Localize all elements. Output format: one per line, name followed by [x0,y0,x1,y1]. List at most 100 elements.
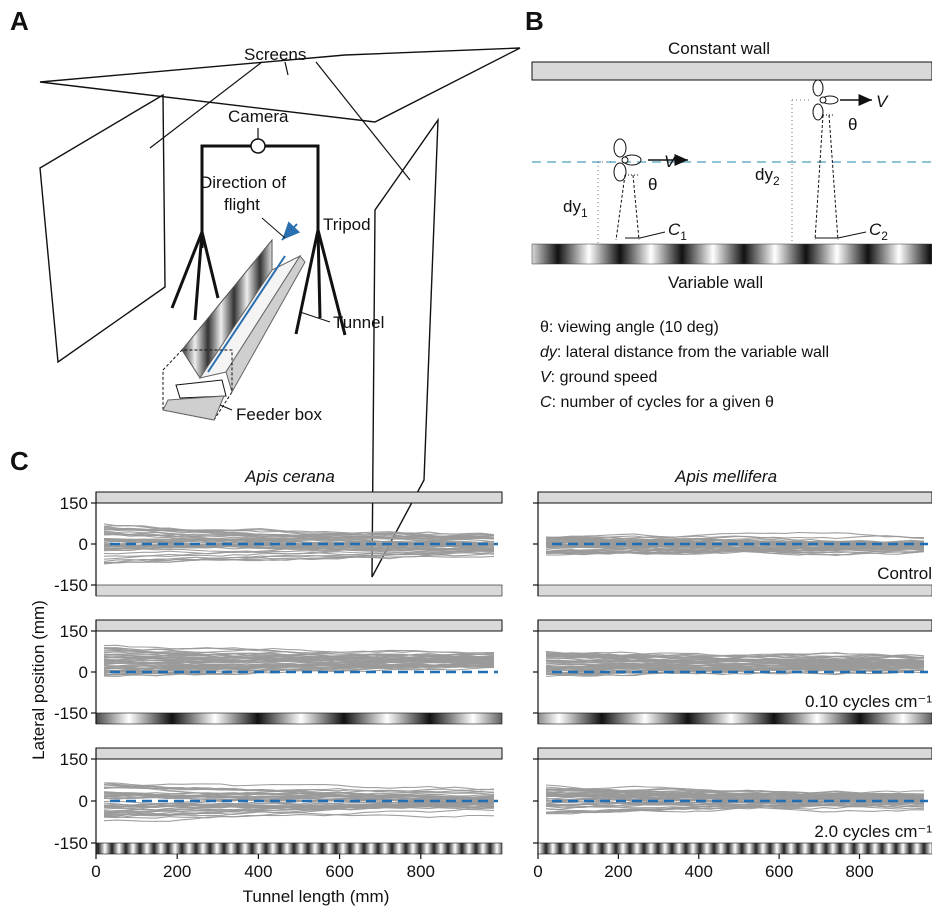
trajectory-line [545,547,925,554]
y-tick-label: -150 [54,834,88,853]
trajectory-line [103,551,495,564]
trajectory-line [103,648,495,659]
trajectory-line [545,652,925,657]
trajectory-line [103,784,495,797]
y-tick-label: 0 [79,792,88,811]
legend-v: V: ground speed [540,369,657,386]
feeder-box-outline [162,349,233,421]
y-tick-label: 150 [60,750,88,769]
panel-c: C Apis cerana Apis mellifera Lateral pos… [10,446,932,906]
y-tick-label: 150 [60,622,88,641]
species-right-title: Apis mellifera [674,467,777,486]
x-tick-label: 0 [533,862,542,881]
x-tick-label: 800 [845,862,873,881]
feeder-box [162,395,225,421]
bee-1-theta: θ [648,175,657,194]
constant-wall-label: Constant wall [668,39,770,58]
panel-b: B Constant wall V θ C1 dy1 V [525,6,932,411]
trajectory-line [103,798,495,815]
trajectory-line [103,647,495,660]
trajectory-line [103,650,495,657]
constant-wall-bar [95,747,503,760]
bee-2-icon [812,79,839,121]
constant-wall-bar [95,491,503,504]
x-tick-label: 200 [604,862,632,881]
tunnel-label: Tunnel [333,313,384,332]
constant-wall-bar [537,747,932,760]
constant-wall-bar [537,491,932,504]
trajectory-line [103,538,495,548]
trajectory-line [545,660,925,671]
camera-label: Camera [228,107,289,126]
bee-2-speed: V [876,92,889,111]
direction-label-1: Direction of [200,173,286,192]
trajectory-line [103,664,495,677]
x-tick-label: 600 [325,862,353,881]
c2-label: C2 [869,220,888,243]
legend-c: C: number of cycles for a given θ [540,394,774,411]
variable-wall-bar [95,584,503,597]
trajectory-line [545,792,925,798]
x-axis-label: Tunnel length (mm) [243,887,390,906]
y-tick-label: 0 [79,663,88,682]
flight-path-line [207,255,286,373]
top-screen [39,47,521,123]
condition-label: Control [877,564,932,583]
trajectory-line [545,531,925,539]
trajectory-line [545,651,925,665]
y-tick-label: 0 [79,535,88,554]
trajectory-line [545,803,925,809]
trajectory-line [545,535,925,541]
trajectory-line [545,807,925,814]
trajectory-line [545,788,925,798]
bee-2-theta: θ [848,115,857,134]
trajectory-line [545,546,925,552]
variable-wall-bar [537,842,932,855]
dy2-label: dy2 [755,165,780,188]
trajectory-line [103,547,495,554]
panel-a-letter: A [10,6,29,36]
trajectory-line [545,652,925,666]
constant-wall-bar [95,619,503,632]
trajectory-line [103,547,495,560]
camera-icon [250,138,266,154]
trajectory-line [545,662,925,667]
tunnel-constant-wall [225,255,306,394]
x-tick-label: 200 [163,862,191,881]
trajectory-line [103,651,494,659]
trajectory-line [103,786,495,794]
legend-dy: dy: lateral distance from the variable w… [540,344,829,361]
trajectory-line [545,654,925,659]
trajectory-line [103,659,495,672]
c1-label: C1 [668,220,687,243]
panel-b-legend: θ: viewing angle (10 deg) dy: lateral di… [540,319,829,411]
trajectory-line [545,657,925,663]
variable-wall-bar [537,712,932,725]
trajectory-line [103,528,495,539]
trajectory-line [103,523,495,543]
x-tick-label: 0 [91,862,100,881]
trajectory-line [103,661,495,670]
tripod-frame [200,144,320,248]
constant-wall [531,61,932,81]
variable-wall-label: Variable wall [668,273,763,292]
trajectory-line [103,540,495,547]
tripod-label: Tripod [323,215,371,234]
trajectory-line [103,658,495,664]
bee-1-icon [613,138,642,182]
y-tick-label: -150 [54,576,88,595]
bee-1-speed: V [664,152,677,171]
trajectory-line [103,659,495,668]
condition-label: 2.0 cycles cm⁻¹ [814,822,932,841]
x-tick-label: 400 [244,862,272,881]
feeder-label: Feeder box [236,405,322,424]
x-tick-label: 800 [407,862,435,881]
x-tick-label: 400 [685,862,713,881]
trajectory-line [103,555,495,562]
variable-wall-bar [95,842,503,855]
direction-label-2: flight [224,195,260,214]
variable-wall [531,243,932,265]
right-screen [371,117,439,578]
